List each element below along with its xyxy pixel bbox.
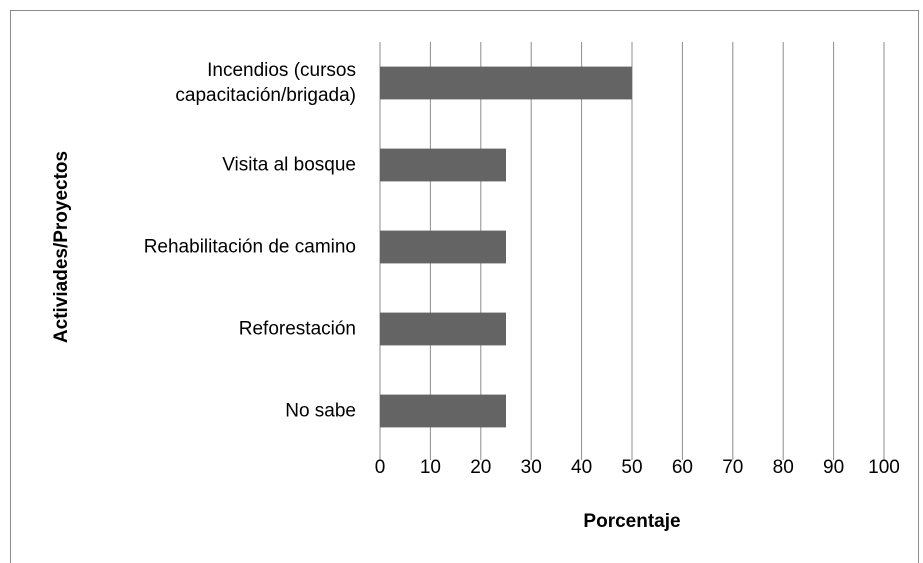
y-tick-label: Reforestación xyxy=(238,318,356,340)
x-tick-label: 30 xyxy=(521,457,542,478)
x-tick-label: 0 xyxy=(375,457,386,478)
x-tick-label: 50 xyxy=(621,457,642,478)
x-tick-label: 100 xyxy=(868,457,900,478)
x-tick-label: 20 xyxy=(470,457,491,478)
x-tick-label: 90 xyxy=(823,457,844,478)
bar xyxy=(380,66,632,100)
bar xyxy=(380,394,506,428)
x-tick-label: 60 xyxy=(672,457,693,478)
x-axis-label: Porcentaje xyxy=(583,511,680,532)
y-tick-label: Rehabilitación de camino xyxy=(143,236,356,258)
bar xyxy=(380,312,506,346)
y-tick-label: Visita al bosque xyxy=(222,154,356,176)
x-tick-label: 40 xyxy=(571,457,592,478)
x-tick-label: 70 xyxy=(722,457,743,478)
x-tick-label: 80 xyxy=(773,457,794,478)
y-tick-label: Incendios (cursos capacitación/brigada) xyxy=(175,60,356,106)
y-tick-label: No sabe xyxy=(285,400,356,422)
y-axis-label: Activiades/Proyectos xyxy=(51,151,72,343)
chart-border xyxy=(10,10,919,563)
x-tick-label: 10 xyxy=(420,457,441,478)
bar xyxy=(380,148,506,182)
bar xyxy=(380,230,506,264)
